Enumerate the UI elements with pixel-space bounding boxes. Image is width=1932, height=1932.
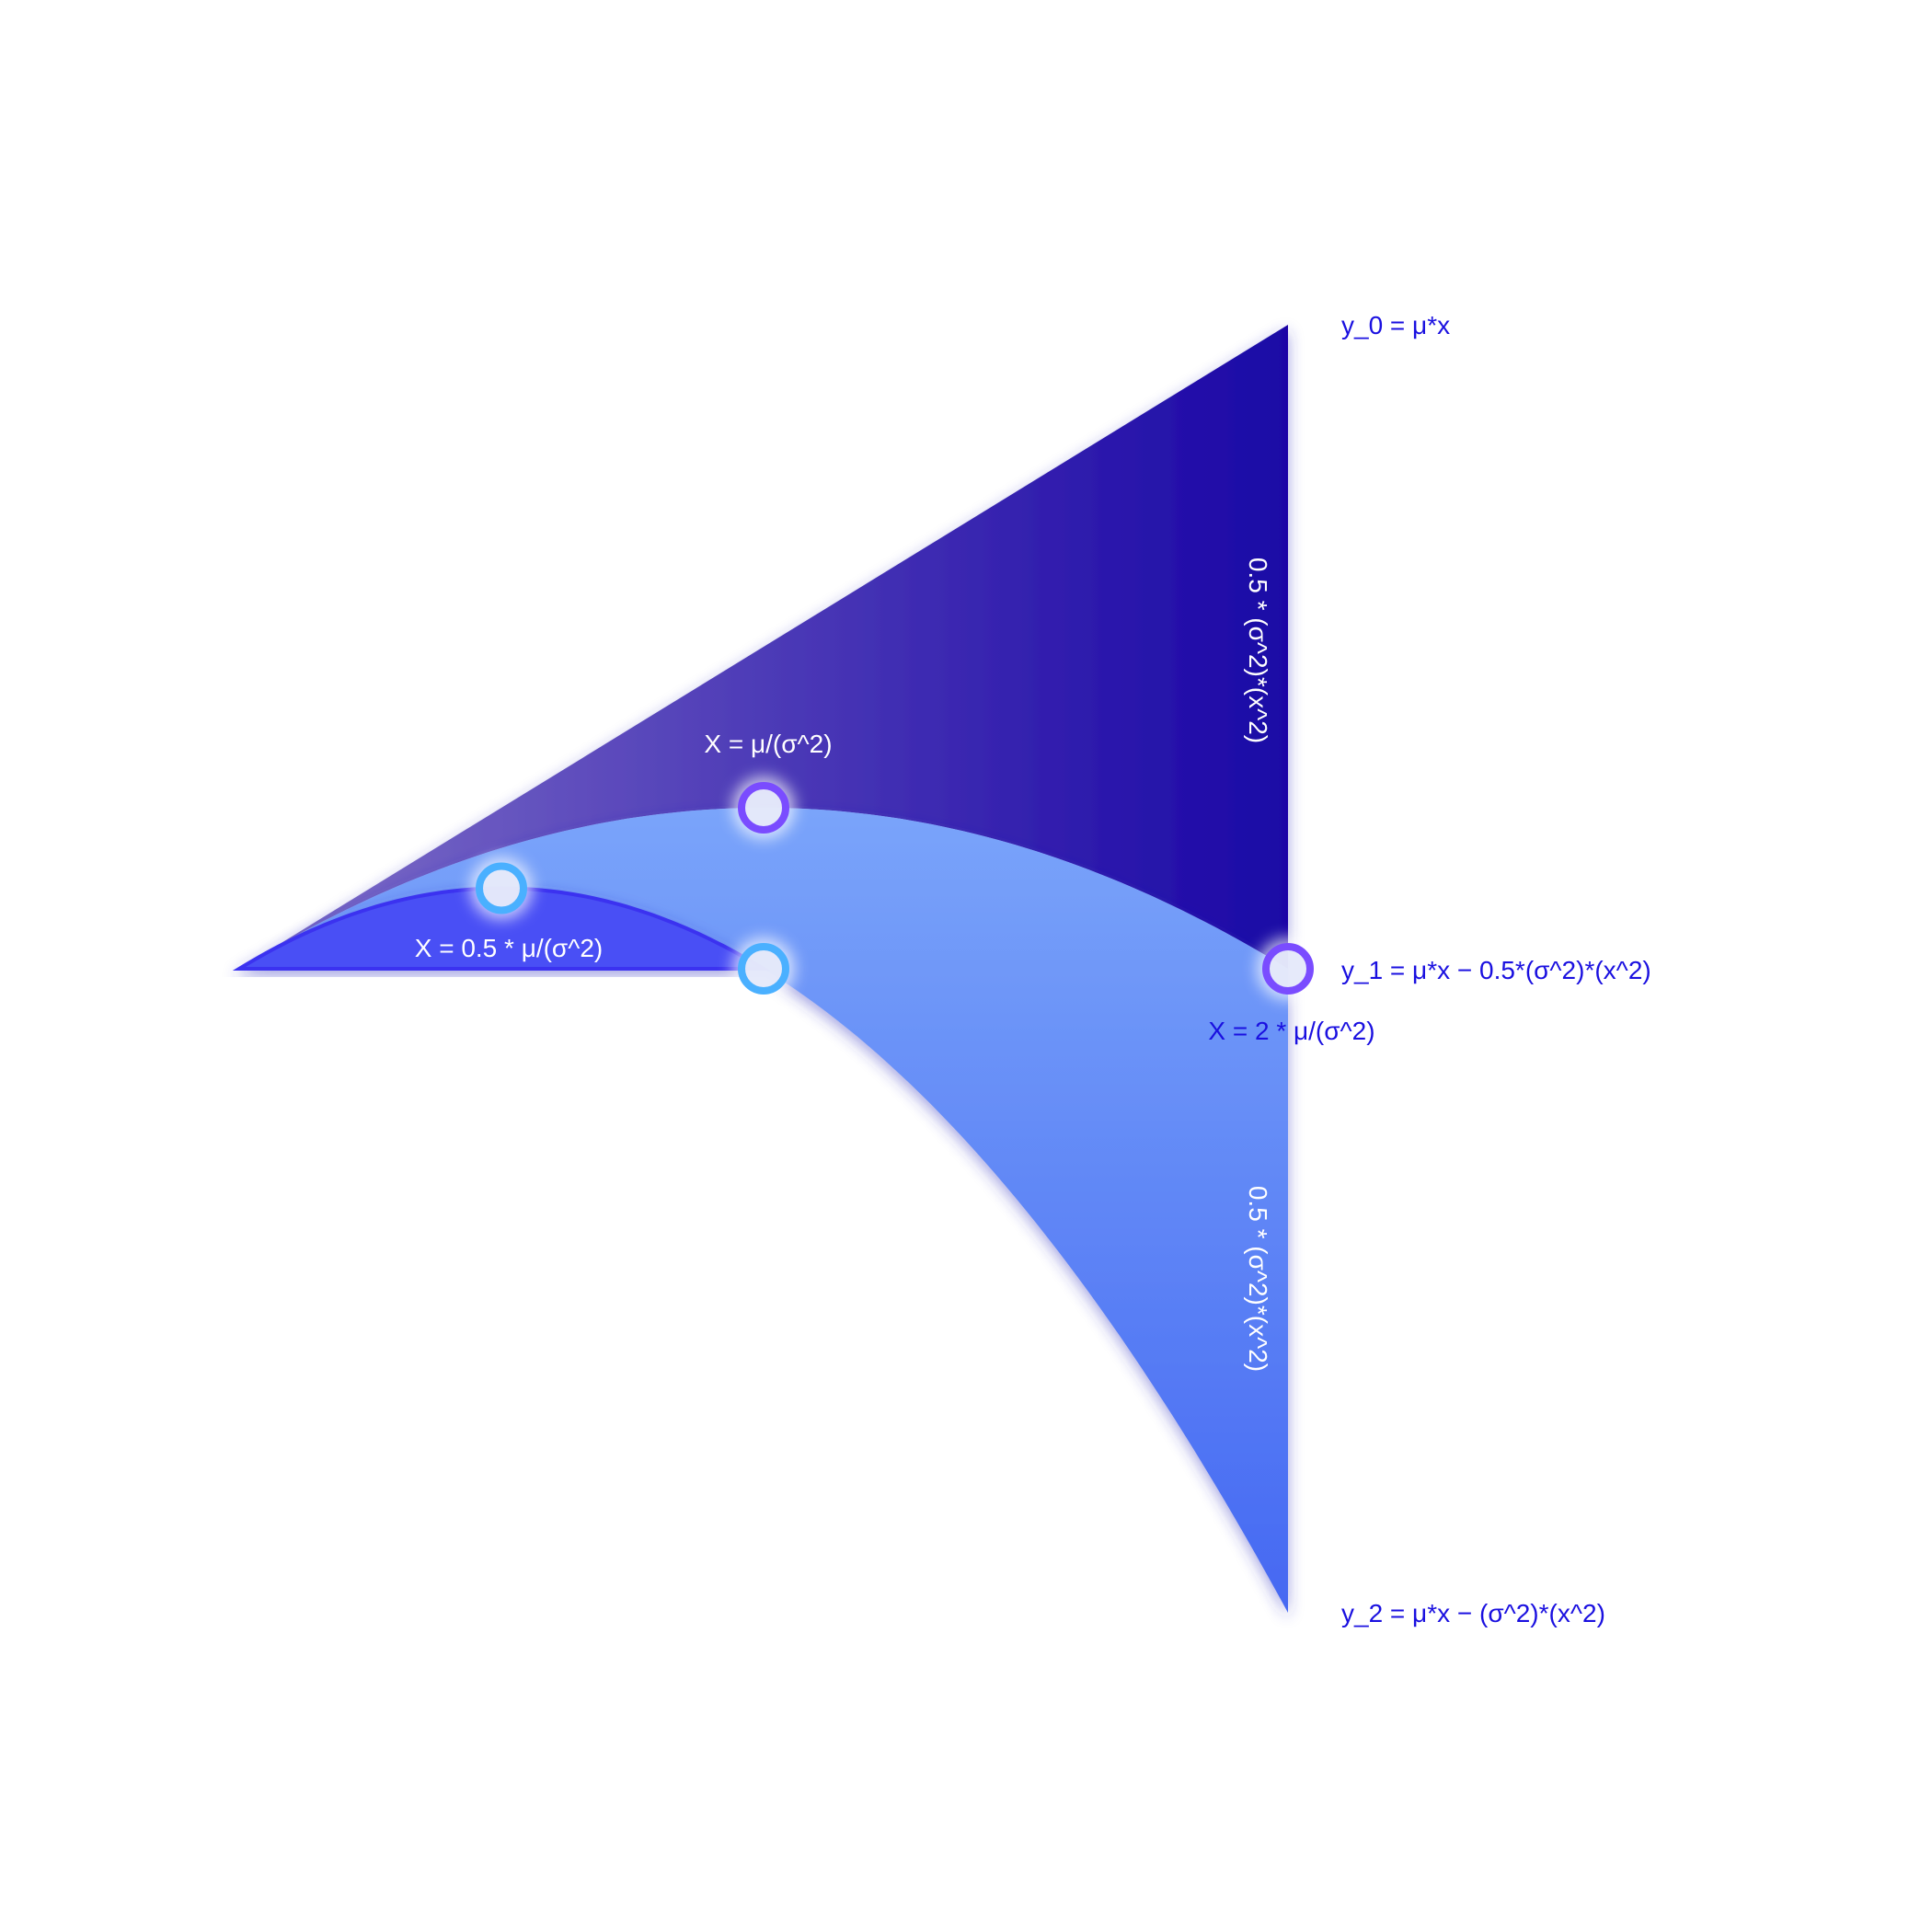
label-y0: y_0 = μ*x <box>1341 311 1450 339</box>
region-between-y1-and-y2 <box>239 808 1288 1613</box>
label-gap-upper: 0.5 * (σ^2)*(x^2) <box>1244 558 1272 743</box>
label-x-peak-y2: X = 0.5 * μ/(σ^2) <box>415 934 604 962</box>
label-y2: y_2 = μ*x − (σ^2)*(x^2) <box>1341 1599 1605 1627</box>
y2-peak-point <box>470 857 533 920</box>
region-between-y0-and-y1 <box>239 325 1288 969</box>
label-x-peak-y1: X = μ/(σ^2) <box>704 730 832 758</box>
y2-root-point <box>732 937 795 1000</box>
label-x-end: X = 2 * μ/(σ^2) <box>1208 1017 1374 1045</box>
y1-peak-point <box>732 776 795 839</box>
point-marker <box>476 862 527 914</box>
label-y1: y_1 = μ*x − 0.5*(σ^2)*(x^2) <box>1341 956 1651 984</box>
label-gap-lower: 0.5 * (σ^2)*(x^2) <box>1244 1186 1272 1372</box>
y1-root-point <box>1257 937 1319 1000</box>
point-marker <box>738 943 789 995</box>
point-marker <box>738 782 789 834</box>
point-marker <box>1262 943 1314 995</box>
